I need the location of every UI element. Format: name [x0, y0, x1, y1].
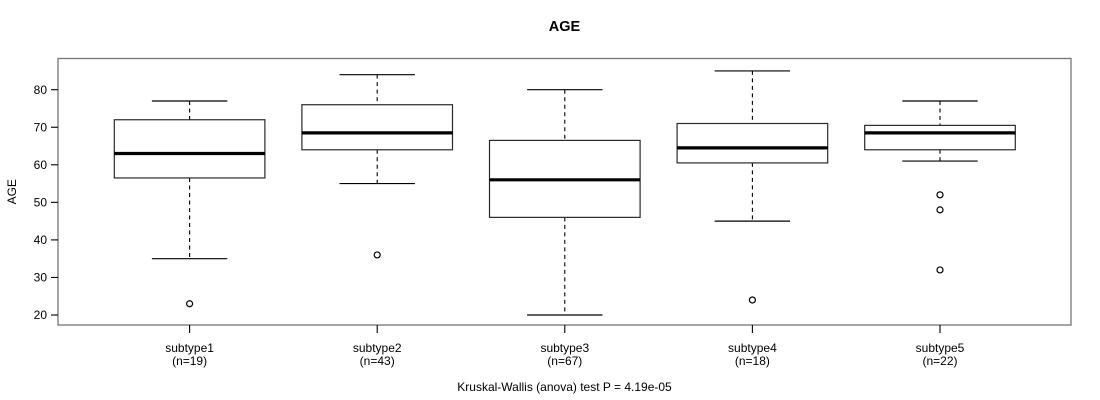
kruskal-wallis-caption: Kruskal-Wallis (anova) test P = 4.19e-05 — [457, 380, 672, 394]
box-group-subtype1: subtype1(n=19) — [113, 100, 266, 368]
box-group-subtype4: subtype4(n=18) — [676, 70, 829, 368]
y-axis-title: AGE — [5, 179, 19, 204]
y-tick-label: 50 — [34, 196, 48, 210]
outlier-point — [748, 296, 757, 304]
y-tick-label: 70 — [34, 120, 48, 134]
iqr-box — [864, 124, 1016, 151]
x-category-n-label: (n=19) — [172, 354, 207, 368]
y-tick-label: 60 — [34, 158, 48, 172]
x-category-n-label: (n=18) — [735, 354, 770, 368]
box-group-subtype3: subtype3(n=67) — [488, 89, 641, 368]
chart-title: AGE — [548, 19, 581, 35]
x-category-label: subtype4 — [728, 341, 777, 355]
box-group-subtype5: subtype5(n=22) — [864, 100, 1016, 368]
outlier-point — [373, 251, 381, 259]
outlier-point — [186, 300, 194, 308]
x-category-n-label: (n=22) — [922, 354, 957, 368]
x-category-label: subtype2 — [353, 341, 402, 355]
box-group-subtype2: subtype2(n=43) — [301, 74, 454, 368]
iqr-box — [301, 104, 454, 151]
x-category-label: subtype5 — [916, 341, 965, 355]
y-tick-label: 20 — [34, 308, 48, 322]
outlier-point — [936, 266, 944, 274]
iqr-box — [113, 119, 266, 179]
x-category-n-label: (n=43) — [360, 354, 395, 368]
x-category-label: subtype3 — [540, 341, 589, 355]
outlier-point — [936, 191, 944, 199]
y-tick-label: 30 — [34, 271, 48, 285]
y-tick-label: 80 — [34, 83, 48, 97]
y-tick-label: 40 — [34, 233, 48, 247]
x-category-label: subtype1 — [165, 341, 214, 355]
x-category-n-label: (n=67) — [547, 354, 582, 368]
outlier-point — [936, 206, 944, 214]
iqr-box — [676, 122, 829, 164]
